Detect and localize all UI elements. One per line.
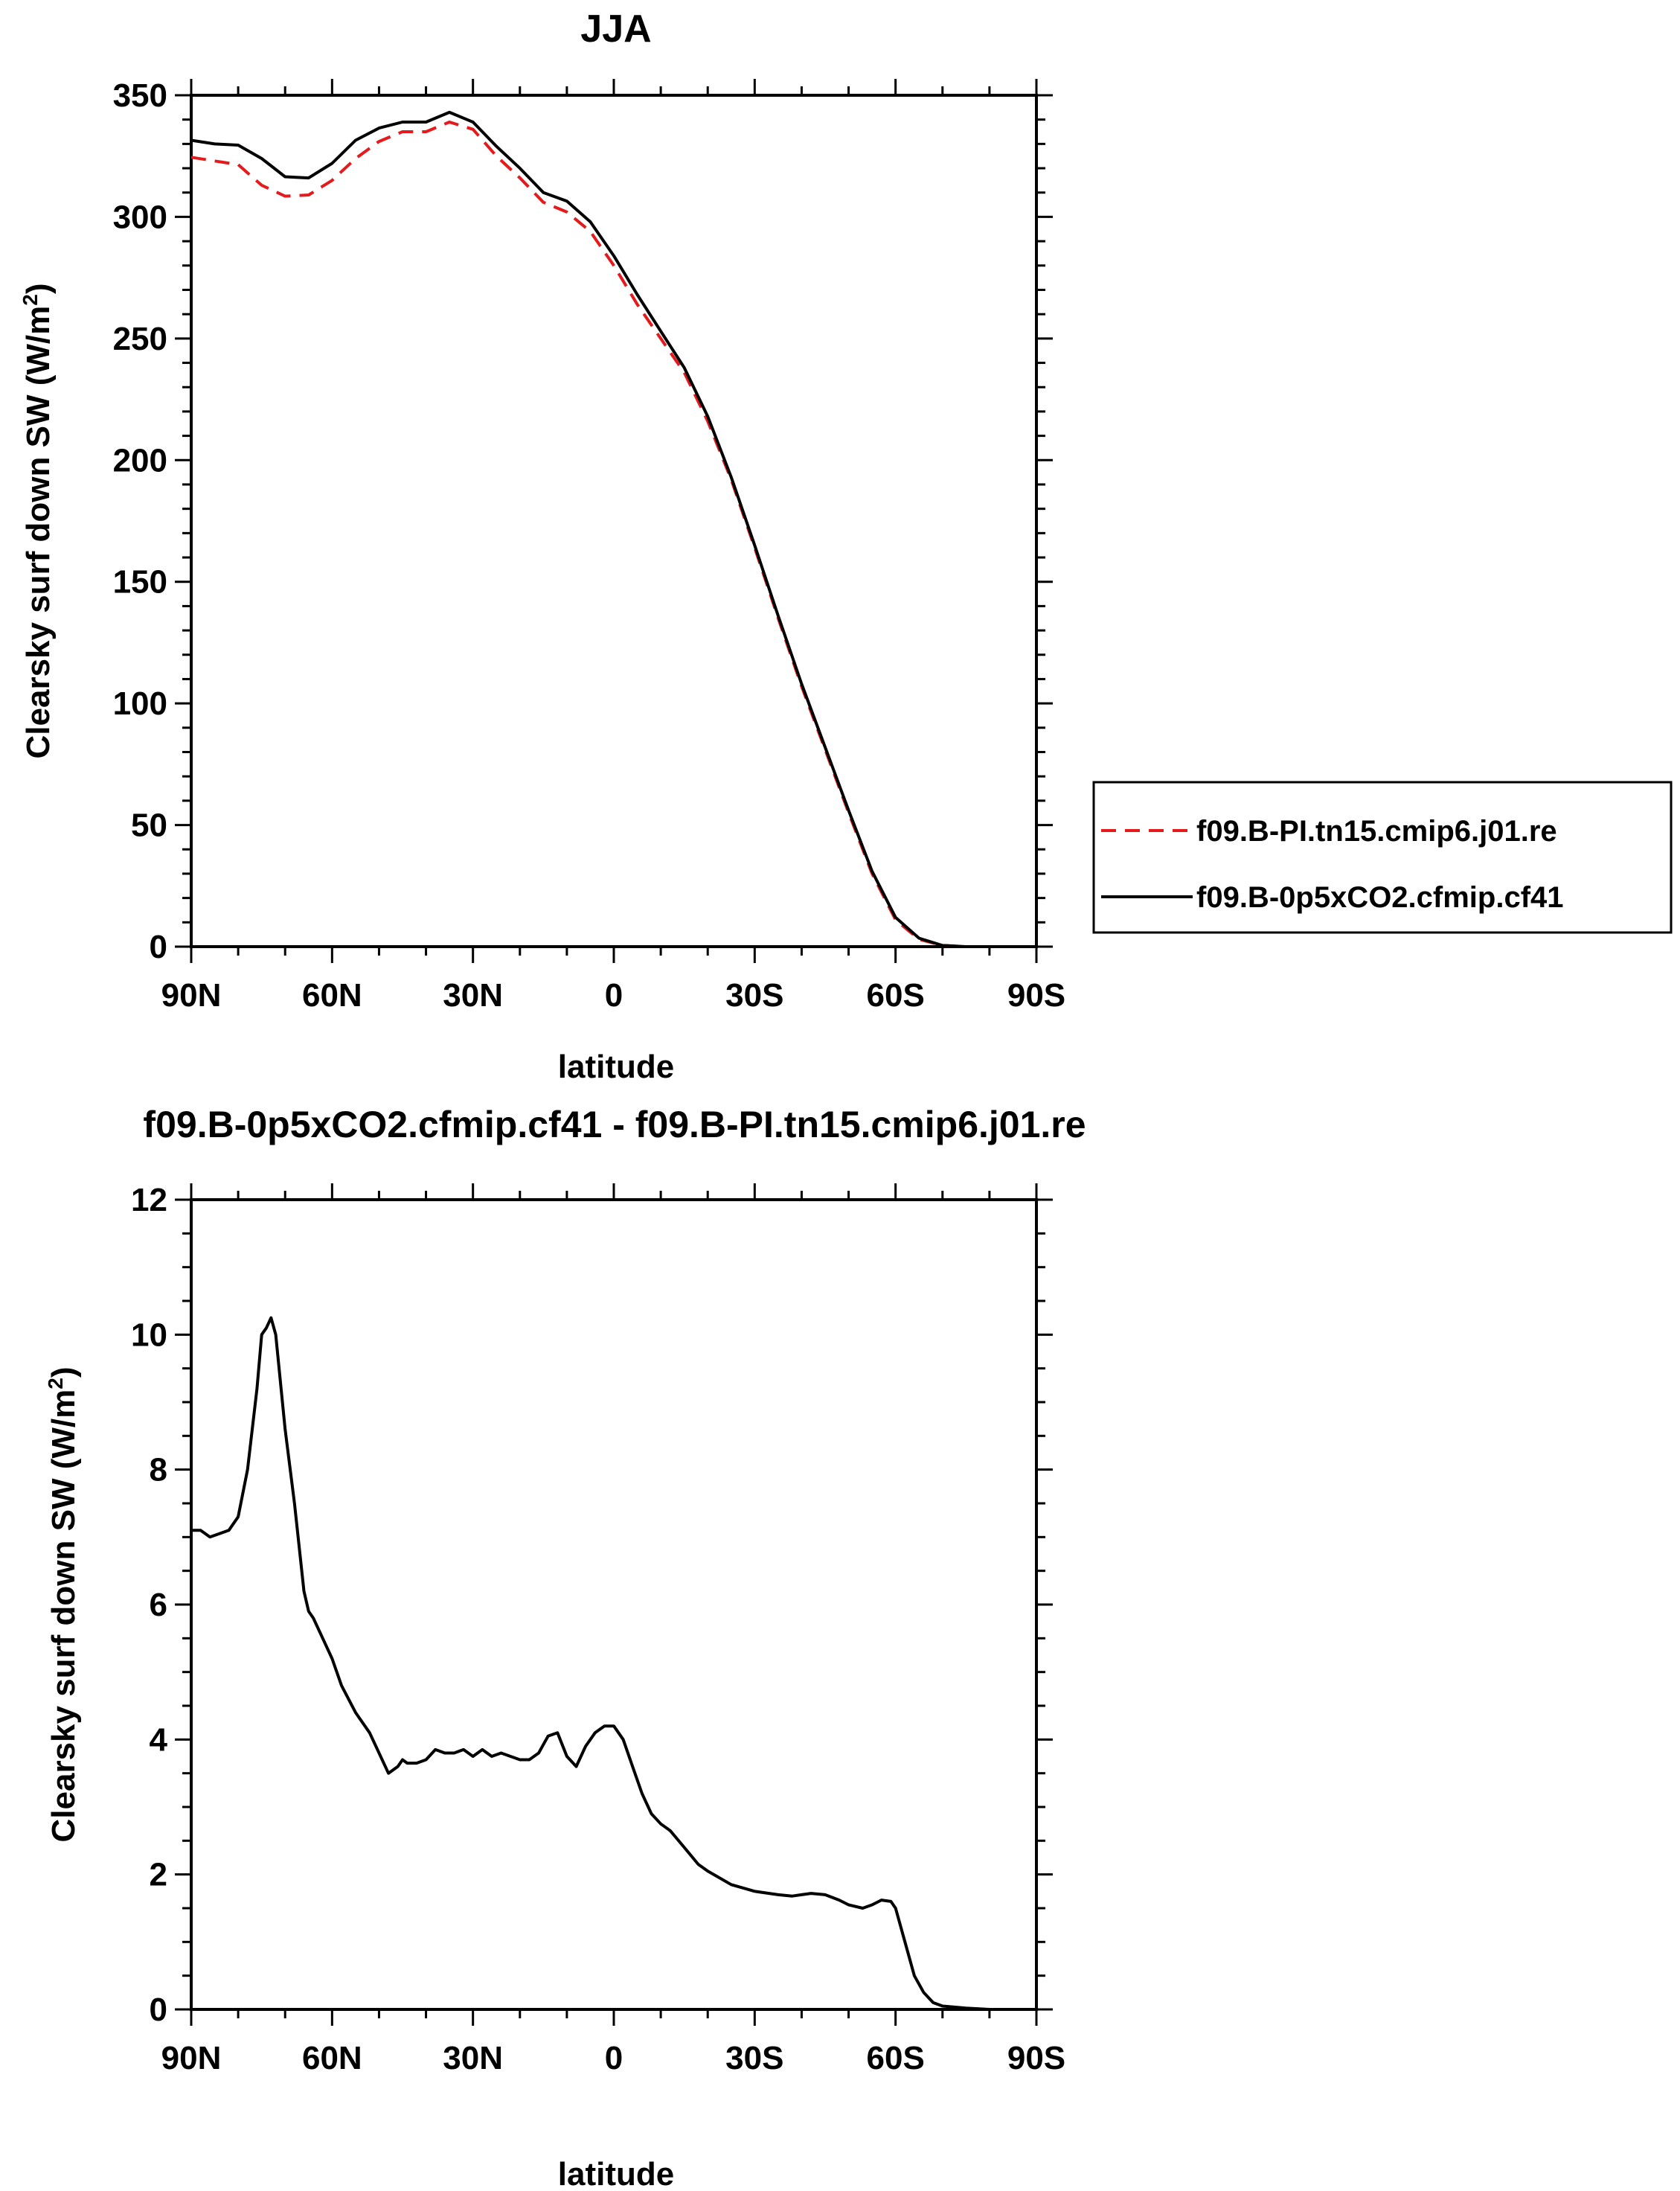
top-panel: JJA 0 50 100 150 200 250 300 350 90N 60N 30N 0 30S 6… (19, 7, 1673, 1085)
top-chart-title: JJA (580, 7, 651, 51)
x-tick-label: 60S (867, 977, 925, 1014)
x-tick-label: 30S (725, 2040, 783, 2076)
bottom-chart-title: f09.B-0p5xCO2.cfmip.cf41 - f09.B-PI.tn15… (143, 1104, 1086, 1145)
legend-label-pi: f09.B-PI.tn15.cmip6.j01.re (1196, 815, 1557, 848)
y-tick-label: 50 (131, 807, 167, 844)
top-y-axis-title: Clearsky surf down SW (W/m2) (19, 284, 57, 759)
y-tick-label: 8 (150, 1452, 167, 1488)
y-tick-label: 350 (113, 77, 167, 114)
x-tick-label: 60N (302, 977, 362, 1014)
y-tick-label: 12 (131, 1182, 167, 1218)
y-tick-label: 10 (131, 1317, 167, 1353)
x-tick-label: 30S (725, 977, 783, 1014)
x-tick-label: 90N (161, 977, 222, 1014)
bottom-y-axis-title-superscript: 2 (44, 1378, 67, 1389)
top-plot-frame (190, 94, 1038, 948)
top-y-axis-title-superscript: 2 (19, 294, 42, 306)
y-tick-label: 2 (150, 1857, 167, 1893)
bottom-y-axis-title-close: ) (45, 1367, 82, 1378)
top-x-tick-labels: 90N 60N 30N 0 30S 60S 90S (161, 977, 1066, 1014)
y-tick-label: 0 (150, 1992, 167, 2028)
x-tick-label: 30N (443, 977, 503, 1014)
bottom-panel: f09.B-0p5xCO2.cfmip.cf41 - f09.B-PI.tn15… (44, 1104, 1086, 2191)
legend-box (1092, 781, 1673, 934)
bottom-x-axis-title: latitude (558, 2156, 674, 2191)
bottom-plot-frame (190, 1198, 1038, 2011)
x-tick-label: 90N (161, 2040, 222, 2076)
y-tick-label: 6 (150, 1587, 167, 1623)
x-tick-label: 60S (867, 2040, 925, 2076)
x-tick-label: 30N (443, 2040, 503, 2076)
y-tick-label: 150 (113, 564, 167, 601)
legend: f09.B-PI.tn15.cmip6.j01.re f09.B-0p5xCO2… (1092, 781, 1673, 934)
y-tick-label: 100 (113, 685, 167, 722)
top-series (190, 110, 1036, 948)
top-y-axis-title-main: Clearsky surf down SW (W/m (20, 306, 57, 759)
x-tick-label: 60N (302, 2040, 362, 2076)
x-tick-label: 0 (605, 977, 623, 1014)
top-y-axis-title-close: ) (20, 284, 57, 295)
y-tick-label: 4 (150, 1721, 168, 1758)
bottom-y-axis-title: Clearsky surf down SW (W/m2) (44, 1367, 82, 1843)
bottom-series (191, 1316, 1036, 2011)
x-tick-label: 90S (1007, 2040, 1065, 2076)
legend-label-cf41: f09.B-0p5xCO2.cfmip.cf41 (1196, 881, 1564, 914)
bottom-ticks (175, 1183, 1053, 2026)
x-tick-label: 90S (1007, 977, 1065, 1014)
bottom-y-tick-labels: 0 2 4 6 8 10 12 (131, 1182, 167, 2028)
y-tick-label: 250 (113, 321, 167, 357)
top-y-tick-labels: 0 50 100 150 200 250 300 350 (113, 77, 167, 965)
top-x-axis-title: latitude (558, 1049, 674, 1085)
bottom-x-tick-labels: 90N 60N 30N 0 30S 60S 90S (161, 2040, 1066, 2076)
y-tick-label: 0 (150, 929, 167, 965)
series-line-1 (190, 121, 1036, 948)
x-tick-label: 0 (605, 2040, 623, 2076)
top-ticks (175, 79, 1053, 963)
y-tick-label: 200 (113, 442, 167, 479)
series-line-2 (190, 110, 1036, 948)
series-line-1 (191, 1316, 1036, 2011)
bottom-y-axis-title-main: Clearsky surf down SW (W/m (45, 1389, 82, 1843)
y-tick-label: 300 (113, 199, 167, 235)
